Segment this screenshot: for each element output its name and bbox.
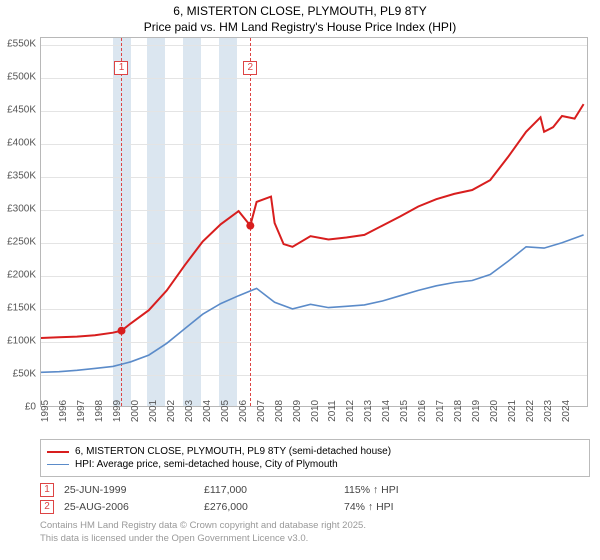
x-tick-label: 2023 <box>543 400 554 422</box>
series-price_paid <box>41 104 584 338</box>
x-tick-label: 2000 <box>130 400 141 422</box>
x-tick-label: 1996 <box>58 400 69 422</box>
x-tick-label: 2017 <box>435 400 446 422</box>
x-tick-label: 2013 <box>363 400 374 422</box>
x-tick-label: 2005 <box>220 400 231 422</box>
legend-row-price: 6, MISTERTON CLOSE, PLYMOUTH, PL9 8TY (s… <box>47 446 583 457</box>
legend-swatch-hpi <box>47 464 69 466</box>
x-tick-label: 2020 <box>489 400 500 422</box>
sale-price-1: £117,000 <box>204 484 344 496</box>
x-tick-label: 2014 <box>381 400 392 422</box>
x-tick-label: 1997 <box>76 400 87 422</box>
legend-label-hpi: HPI: Average price, semi-detached house,… <box>75 459 338 470</box>
x-tick-label: 1995 <box>40 400 51 422</box>
x-tick-label: 2022 <box>525 400 536 422</box>
chart-title-block: 6, MISTERTON CLOSE, PLYMOUTH, PL9 8TY Pr… <box>0 0 600 37</box>
x-tick-label: 2001 <box>148 400 159 422</box>
title-line-2: Price paid vs. HM Land Registry's House … <box>0 20 600 36</box>
y-tick-label: £250K <box>7 237 36 248</box>
sale-marker-1: 1 <box>40 483 54 497</box>
y-tick-label: £150K <box>7 303 36 314</box>
x-tick-label: 2011 <box>327 400 338 422</box>
x-tick-label: 2010 <box>310 400 321 422</box>
y-tick-label: £300K <box>7 203 36 214</box>
sales-table: 1 25-JUN-1999 £117,000 115% ↑ HPI 2 25-A… <box>40 483 590 514</box>
x-tick-label: 2002 <box>166 400 177 422</box>
x-tick-label: 1998 <box>94 400 105 422</box>
y-tick-label: £400K <box>7 137 36 148</box>
sale-date-1: 25-JUN-1999 <box>64 484 204 496</box>
legend-label-price: 6, MISTERTON CLOSE, PLYMOUTH, PL9 8TY (s… <box>75 446 391 457</box>
x-tick-label: 2012 <box>345 400 356 422</box>
footer: Contains HM Land Registry data © Crown c… <box>40 520 590 545</box>
x-tick-label: 1999 <box>112 400 123 422</box>
line-series-svg <box>41 38 589 408</box>
legend-swatch-price <box>47 451 69 453</box>
x-tick-label: 2018 <box>453 400 464 422</box>
legend-row-hpi: HPI: Average price, semi-detached house,… <box>47 459 583 470</box>
x-tick-label: 2008 <box>274 400 285 422</box>
x-tick-label: 2006 <box>238 400 249 422</box>
sales-row-2: 2 25-AUG-2006 £276,000 74% ↑ HPI <box>40 500 590 514</box>
x-tick-label: 2015 <box>399 400 410 422</box>
x-tick-label: 2004 <box>202 400 213 422</box>
x-tick-label: 2019 <box>471 400 482 422</box>
x-tick-label: 2003 <box>184 400 195 422</box>
y-tick-label: £50K <box>13 369 36 380</box>
sale-price-2: £276,000 <box>204 501 344 513</box>
sale-delta-1: 115% ↑ HPI <box>344 484 484 496</box>
footer-line-1: Contains HM Land Registry data © Crown c… <box>40 520 590 532</box>
x-tick-label: 2007 <box>256 400 267 422</box>
x-tick-label: 2009 <box>292 400 303 422</box>
chart-area: 12 £0£50K£100K£150K£200K£250K£300K£350K£… <box>40 37 588 407</box>
sale-marker-2: 2 <box>40 500 54 514</box>
y-tick-label: £0 <box>25 402 36 413</box>
y-tick-label: £500K <box>7 71 36 82</box>
x-tick-label: 2016 <box>417 400 428 422</box>
series-dot <box>246 222 254 230</box>
sales-row-1: 1 25-JUN-1999 £117,000 115% ↑ HPI <box>40 483 590 497</box>
x-tick-label: 2024 <box>561 400 572 422</box>
x-tick-label: 2021 <box>507 400 518 422</box>
y-tick-label: £100K <box>7 336 36 347</box>
title-line-1: 6, MISTERTON CLOSE, PLYMOUTH, PL9 8TY <box>0 4 600 20</box>
sale-date-2: 25-AUG-2006 <box>64 501 204 513</box>
plot: 12 <box>40 37 588 407</box>
y-tick-label: £350K <box>7 170 36 181</box>
footer-line-2: This data is licensed under the Open Gov… <box>40 533 590 545</box>
series-hpi <box>41 235 584 372</box>
legend: 6, MISTERTON CLOSE, PLYMOUTH, PL9 8TY (s… <box>40 439 590 477</box>
y-tick-label: £200K <box>7 270 36 281</box>
sale-delta-2: 74% ↑ HPI <box>344 501 484 513</box>
series-dot <box>117 327 125 335</box>
y-tick-label: £550K <box>7 38 36 49</box>
y-tick-label: £450K <box>7 104 36 115</box>
